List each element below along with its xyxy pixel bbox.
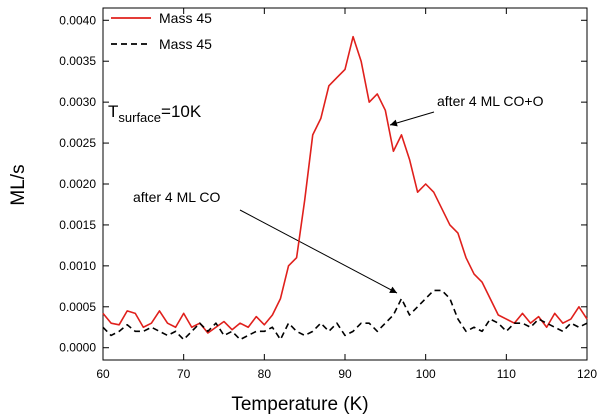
legend-label: Mass 45 <box>159 36 212 52</box>
y-tick-label: 0.0035 <box>59 54 96 68</box>
y-tick-label: 0.0025 <box>59 136 96 150</box>
plot-frame <box>102 7 588 361</box>
surface-label-main: T <box>108 102 118 121</box>
data-line <box>102 35 588 334</box>
y-tick-label: 0.0040 <box>59 13 96 27</box>
x-axis-label: Temperature (K) <box>231 394 368 415</box>
annotation-arrow <box>239 209 398 294</box>
y-tick-label: 0.0020 <box>59 177 96 191</box>
annotation-arrow <box>389 111 435 127</box>
y-tick-label: 0.0015 <box>59 218 96 232</box>
y-tick-label: 0.0010 <box>59 259 96 273</box>
legend-label: Mass 45 <box>159 10 212 26</box>
annotation: after 4 ML CO <box>133 189 221 205</box>
annotation: after 4 ML CO+O <box>437 93 544 109</box>
surface-label-subscript: surface <box>118 110 161 125</box>
surface-label: Tsurface=10K <box>108 102 202 125</box>
x-tick-label: 60 <box>96 367 110 381</box>
x-tick-label: 70 <box>177 367 191 381</box>
x-tick-label: 110 <box>497 367 516 381</box>
data-line <box>102 289 588 341</box>
surface-label-suffix: =10K <box>161 102 202 121</box>
x-tick-label: 90 <box>338 367 352 381</box>
y-tick-label: 0.0030 <box>59 95 96 109</box>
y-tick-label: 0.0000 <box>59 341 96 355</box>
x-tick-label: 100 <box>416 367 436 381</box>
y-tick-label: 0.0005 <box>59 300 96 314</box>
x-tick-label: 80 <box>258 367 272 381</box>
x-tick-label: 120 <box>577 367 597 381</box>
y-axis-label: ML/s <box>8 164 29 205</box>
